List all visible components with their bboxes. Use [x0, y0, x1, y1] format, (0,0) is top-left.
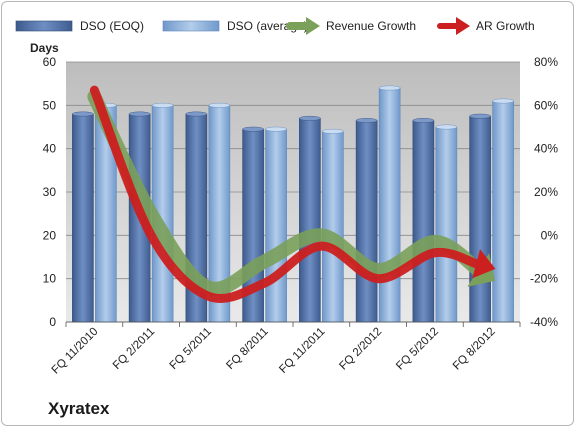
bar-cap — [185, 111, 208, 117]
y2-tick-label: 60% — [534, 98, 558, 112]
bar-dso-average — [378, 87, 401, 323]
bar-cap — [469, 113, 491, 119]
revenue-growth-line — [87, 89, 486, 296]
y2-tick-label: 20% — [534, 185, 558, 199]
bar-cap — [151, 102, 174, 108]
legend-swatch — [15, 20, 73, 32]
x-tick-label: FQ 11/2010 — [50, 326, 101, 377]
bar-dso-average — [492, 100, 514, 323]
y2-tick-label: 0% — [541, 228, 559, 242]
bar-cap — [242, 126, 264, 132]
x-tick-label: FQ 2/2011 — [111, 326, 157, 372]
bar-dso-eoq — [412, 120, 435, 323]
ar-growth-arrowhead — [472, 249, 496, 279]
legend-arrowhead — [456, 17, 470, 35]
bar-cap — [265, 126, 287, 132]
y-tick-label: 50 — [43, 98, 57, 112]
legend-label: DSO (EOQ) — [80, 19, 144, 33]
legend-label: AR Growth — [476, 19, 535, 33]
legend-label: DSO (average) — [227, 19, 308, 33]
x-tick-label: FQ 11/2011 — [277, 326, 327, 376]
legend-label: Revenue Growth — [326, 19, 416, 33]
company-name: Xyratex — [48, 399, 110, 418]
y2-tick-label: 40% — [534, 142, 558, 156]
y2-tick-label: -40% — [530, 315, 558, 329]
bar-cap — [128, 111, 151, 117]
bar-dso-eoq — [355, 120, 378, 323]
bar-dso-eoq — [469, 115, 491, 323]
y-tick-label: 0 — [49, 315, 56, 329]
x-tick-label: FQ 8/2011 — [224, 326, 270, 372]
bar-cap — [208, 102, 231, 108]
bar-dso-eoq — [72, 113, 94, 323]
x-tick-label: FQ 5/2012 — [394, 326, 441, 373]
y-tick-label: 30 — [43, 185, 57, 199]
x-tick-label: FQ 2/2012 — [337, 326, 384, 373]
bar-cap — [322, 128, 344, 134]
bar-dso-average — [435, 126, 458, 323]
bar-cap — [72, 111, 94, 117]
y2-tick-label: -20% — [530, 272, 558, 286]
bar-cap — [412, 118, 435, 123]
bar-dso-average — [322, 131, 344, 323]
bar-dso-eoq — [299, 118, 321, 323]
legend-arrowhead — [306, 17, 320, 35]
y2-tick-label: 80% — [534, 55, 558, 69]
bar-cap — [435, 124, 458, 130]
bar-cap — [378, 85, 401, 91]
x-tick-label: FQ 5/2011 — [168, 326, 214, 372]
y-tick-label: 40 — [43, 142, 57, 156]
bar-cap — [355, 118, 378, 123]
growth-arrows — [87, 85, 496, 303]
y-tick-label: 20 — [43, 228, 57, 242]
bar-cap — [492, 98, 514, 104]
bar-dso-average — [265, 128, 287, 323]
y-axis-label: Days — [30, 41, 59, 55]
legend-swatch — [162, 20, 220, 32]
y-tick-label: 10 — [43, 272, 57, 286]
y-tick-label: 60 — [43, 55, 57, 69]
legend: DSO (EOQ) DSO (average) Revenue Growth AR G… — [15, 17, 535, 35]
ar-growth-line — [89, 85, 481, 303]
bar-cap — [299, 115, 321, 121]
x-tick-label: FQ 8/2012 — [451, 326, 498, 373]
